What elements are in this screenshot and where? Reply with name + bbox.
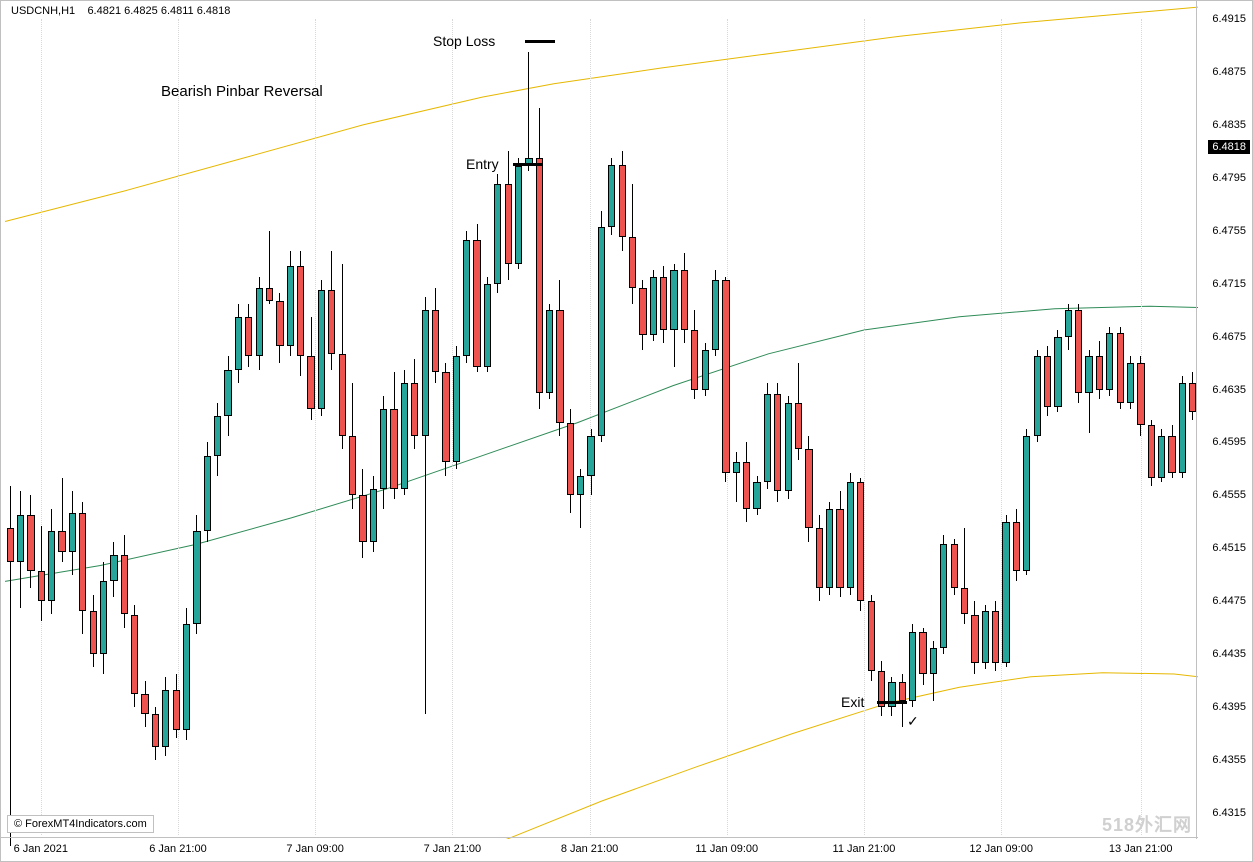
grid-line	[315, 19, 316, 835]
y-tick-label: 6.4395	[1212, 701, 1246, 713]
lower-band-curve	[423, 673, 1199, 839]
copyright-label: © ForexMT4Indicators.com	[7, 815, 154, 833]
grid-line	[590, 19, 591, 835]
grid-line	[864, 19, 865, 835]
y-tick-label: 6.4875	[1212, 66, 1246, 78]
y-tick-label: 6.4818	[1208, 140, 1250, 154]
y-tick-label: 6.4555	[1212, 489, 1246, 501]
exit-label: Exit	[841, 694, 864, 710]
checkmark-icon: ✓	[907, 713, 919, 730]
entry-label: Entry	[466, 156, 499, 172]
chart-container: USDCNH,H1 6.4821 6.4825 6.4811 6.4818 6.…	[0, 0, 1253, 862]
y-tick-label: 6.4355	[1212, 754, 1246, 766]
upper-band-curve	[5, 7, 1198, 221]
watermark-label: 518外汇网	[1102, 811, 1192, 837]
x-tick-label: 13 Jan 21:00	[1109, 843, 1173, 855]
x-tick-label: 12 Jan 09:00	[969, 843, 1033, 855]
entry-mark	[513, 163, 543, 166]
x-tick-label: 6 Jan 21:00	[149, 843, 207, 855]
x-tick-label: 11 Jan 09:00	[695, 843, 758, 855]
y-tick-label: 6.4435	[1212, 648, 1246, 660]
y-tick-label: 6.4635	[1212, 384, 1246, 396]
x-tick-label: 8 Jan 21:00	[561, 843, 619, 855]
y-tick-label: 6.4915	[1212, 13, 1246, 25]
annotation-title: Bearish Pinbar Reversal	[161, 83, 323, 100]
plot-area[interactable]	[1, 1, 1198, 839]
y-axis: 6.4915 6.4875 6.4835 6.4818 6.4795 6.4755 6.47…	[1196, 1, 1252, 839]
x-tick-label: 6 Jan 2021	[14, 843, 68, 855]
y-tick-label: 6.4475	[1212, 595, 1246, 607]
y-tick-label: 6.4315	[1212, 807, 1246, 819]
x-tick-label: 7 Jan 09:00	[286, 843, 344, 855]
y-tick-label: 6.4675	[1212, 331, 1246, 343]
y-tick-label: 6.4515	[1212, 542, 1246, 554]
x-axis: 6 Jan 2021 6 Jan 21:00 7 Jan 09:00 7 Jan 21…	[1, 837, 1198, 861]
grid-line	[41, 19, 42, 835]
x-tick-label: 11 Jan 21:00	[833, 843, 896, 855]
x-tick-label: 7 Jan 21:00	[424, 843, 482, 855]
y-tick-label: 6.4755	[1212, 225, 1246, 237]
y-tick-label: 6.4715	[1212, 278, 1246, 290]
grid-line	[1001, 19, 1002, 835]
y-tick-label: 6.4795	[1212, 172, 1246, 184]
y-tick-label: 6.4595	[1212, 436, 1246, 448]
exit-mark	[877, 701, 907, 704]
stop-loss-mark	[525, 40, 555, 43]
y-tick-label: 6.4835	[1212, 119, 1246, 131]
stop-loss-label: Stop Loss	[433, 33, 495, 49]
